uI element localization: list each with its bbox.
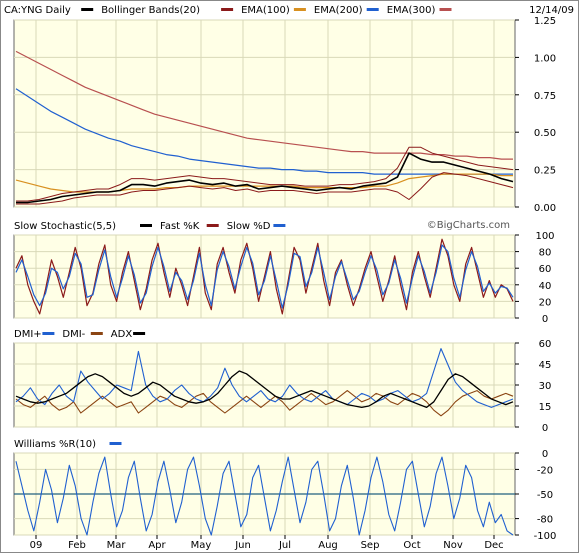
price-ytick-label-4: 1.00 xyxy=(534,53,556,64)
month-label-6: Jul xyxy=(278,540,291,551)
stoch-legend-swatch-2 xyxy=(273,224,286,227)
month-label-2: Mar xyxy=(107,540,127,551)
price-legend-label-2: EMA(100) xyxy=(241,5,290,16)
bollinger-lower-line xyxy=(16,172,514,205)
price-legend-swatch-3 xyxy=(366,8,379,11)
price-plot-area xyxy=(13,19,516,208)
price-legend-label-0: CA:YNG Daily xyxy=(4,5,71,16)
month-label-8: Sep xyxy=(361,540,380,551)
month-label-0: 09 xyxy=(30,540,43,551)
ema300-line xyxy=(15,50,513,160)
price-legend-swatch-0 xyxy=(81,8,94,11)
stoch-legend-label-2: Slow %D xyxy=(227,221,271,232)
dmi-ytick-label-4: 60 xyxy=(539,339,552,350)
dmi-legend-swatch-0 xyxy=(42,332,55,335)
williams-ytick-label-4: 0 xyxy=(542,449,548,460)
stoch-legend-label-1: Fast %K xyxy=(160,221,200,232)
williams-legend-label-0: Williams %R(10) xyxy=(14,439,96,450)
stoch-ytick-label-0: 0 xyxy=(542,314,548,325)
williams-ytick-label-3: -20 xyxy=(537,465,553,476)
price-ytick-label-2: 0.50 xyxy=(534,128,556,139)
dmi-ytick-label-1: 15 xyxy=(539,402,552,413)
price-legend-label-3: EMA(200) xyxy=(314,5,363,16)
dmi-legend-label-0: DMI+ xyxy=(14,329,42,340)
dmi-ytick-label-3: 45 xyxy=(539,360,552,371)
dmi-legend-swatch-1 xyxy=(90,332,103,335)
dmi-legend-label-1: DMI- xyxy=(62,329,85,340)
month-label-10: Nov xyxy=(443,540,463,551)
month-label-7: Aug xyxy=(318,540,338,551)
bollinger-upper-line xyxy=(16,146,514,202)
month-label-5: Jun xyxy=(234,540,251,551)
price-legend-swatch-2 xyxy=(293,8,306,11)
price-legend-swatch-1 xyxy=(221,8,234,11)
stoch-ytick-label-1: 20 xyxy=(539,297,552,308)
stoch-legend-swatch-0 xyxy=(140,224,152,227)
stoch-ytick-label-5: 100 xyxy=(535,231,554,242)
stoch-ytick-label-2: 40 xyxy=(539,281,552,292)
williams-ytick-label-2: -50 xyxy=(537,490,553,501)
month-label-4: May xyxy=(191,540,212,551)
williams-r-line xyxy=(15,456,514,536)
dmi-minus-line xyxy=(15,390,514,417)
price-ytick-label-0: 0.00 xyxy=(534,203,556,214)
dmi-legend-swatch-2 xyxy=(133,332,146,335)
adx-line xyxy=(15,370,514,409)
price-legend-label-4: EMA(300) xyxy=(387,5,436,16)
price-line xyxy=(16,152,514,204)
price-ytick-label-3: 0.75 xyxy=(534,91,556,102)
price-panel-date: 12/14/09 xyxy=(529,5,574,16)
stoch-slow-d-line xyxy=(15,244,514,309)
stoch-ytick-label-4: 80 xyxy=(539,248,552,259)
watermark: ©BigCharts.com xyxy=(427,220,510,231)
stoch-fast-k-line xyxy=(15,238,514,315)
price-ytick-label-5: 1.25 xyxy=(534,16,556,27)
stoch-legend-swatch-1 xyxy=(206,224,219,227)
month-label-11: Dec xyxy=(484,540,503,551)
stoch-ytick-label-3: 60 xyxy=(539,264,552,275)
williams-ytick-label-0: -100 xyxy=(534,531,557,542)
dmi-legend-label-2: ADX xyxy=(111,329,133,340)
price-ytick-label-1: 0.25 xyxy=(534,166,556,177)
dmi-ytick-label-0: 0 xyxy=(542,423,548,434)
stoch-legend-label-0: Slow Stochastic(5,5) xyxy=(14,221,116,232)
month-label-1: Feb xyxy=(68,540,86,551)
price-legend-label-1: Bollinger Bands(20) xyxy=(101,5,200,16)
price-legend-swatch-4 xyxy=(439,8,452,11)
williams-legend-swatch-0 xyxy=(109,442,122,445)
dmi-plus-line xyxy=(15,348,514,408)
month-label-3: Apr xyxy=(148,540,166,551)
dmi-ytick-label-2: 30 xyxy=(539,381,552,392)
month-label-9: Oct xyxy=(403,540,420,551)
williams-ytick-label-1: -80 xyxy=(537,515,553,526)
ema200-line xyxy=(15,88,513,175)
